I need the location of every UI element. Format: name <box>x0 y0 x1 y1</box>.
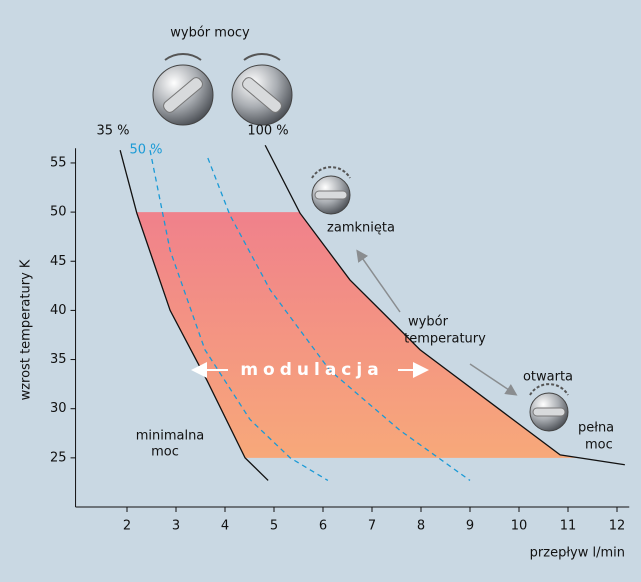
arrow <box>469 363 518 396</box>
x-tick-label: 6 <box>319 519 327 534</box>
annotation: moc <box>151 445 179 460</box>
x-tick-label: 12 <box>609 519 626 534</box>
chart-title: wybór mocy <box>170 26 250 41</box>
annotation: wybór <box>408 315 449 330</box>
annotation: temperatury <box>404 332 486 347</box>
curve-label: 100 % <box>247 124 288 139</box>
x-tick-label: 5 <box>270 519 278 534</box>
curve <box>149 150 329 482</box>
curve <box>207 157 471 481</box>
modulation-band <box>136 212 580 458</box>
x-tick-label: 4 <box>221 519 229 534</box>
y-tick-label: 55 <box>50 155 67 170</box>
annotation: pełna <box>578 421 614 436</box>
x-tick-label: 7 <box>368 519 376 534</box>
annotation: moc <box>585 438 613 453</box>
y-tick-label: 45 <box>50 254 67 269</box>
annotation: otwarta <box>523 370 573 385</box>
x-tick-label: 10 <box>511 519 528 534</box>
knob-icons <box>152 53 569 432</box>
y-tick-label: 50 <box>50 205 67 220</box>
x-tick-label: 9 <box>466 519 474 534</box>
x-tick-label: 11 <box>560 519 577 534</box>
y-tick-label: 40 <box>50 303 67 318</box>
curve <box>119 150 269 481</box>
y-axis-label: wzrost temperatury K <box>19 259 34 400</box>
x-tick-label: 2 <box>123 519 131 534</box>
annotation: zamknięta <box>327 221 395 236</box>
x-tick-label: 8 <box>417 519 425 534</box>
annotation: minimalna <box>136 429 205 444</box>
arrow <box>356 249 401 313</box>
modulation-label: modulacja <box>240 360 383 380</box>
curve-label: 35 % <box>96 124 129 139</box>
y-tick-label: 35 <box>50 352 67 367</box>
y-tick-label: 25 <box>50 450 67 465</box>
x-tick-label: 3 <box>172 519 180 534</box>
x-axis-label: przepływ l/min <box>530 546 625 561</box>
curve <box>264 144 625 466</box>
y-tick-label: 30 <box>50 401 67 416</box>
curve-label: 50 % <box>129 143 162 158</box>
